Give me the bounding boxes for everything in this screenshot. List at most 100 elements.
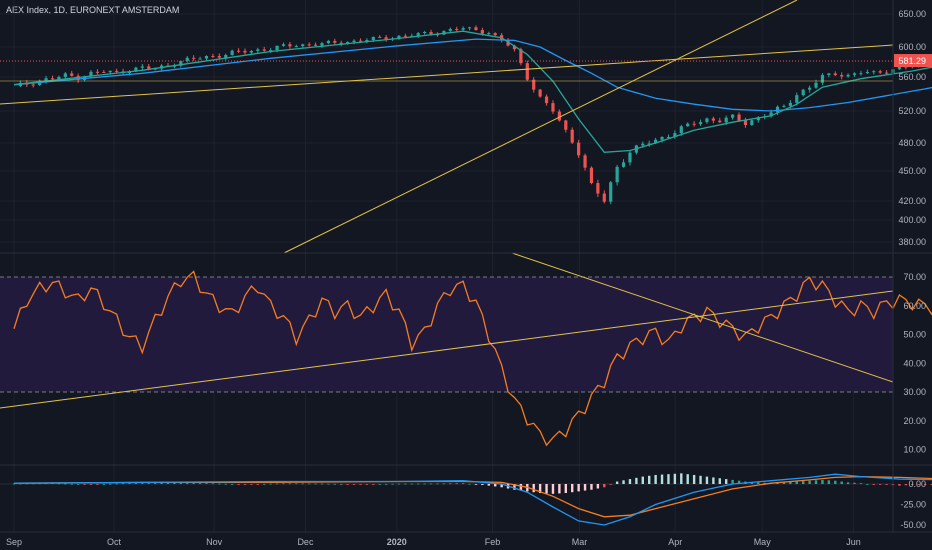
x-tick-label: 2020: [387, 537, 407, 547]
candle: [897, 66, 902, 70]
candle: [583, 155, 587, 168]
candle: [211, 55, 215, 57]
macd-histogram-bar: [834, 480, 837, 484]
x-tick-label: Jun: [846, 537, 861, 547]
macd-histogram-bar: [513, 484, 516, 490]
candle: [198, 58, 202, 60]
macd-histogram-bar: [275, 483, 279, 485]
candle: [185, 57, 189, 62]
candle: [89, 71, 93, 77]
macd-histogram-bar: [673, 473, 677, 484]
candle: [269, 50, 273, 52]
candle: [493, 33, 497, 36]
macd-histogram-bar: [699, 475, 702, 484]
macd-histogram-bar: [846, 482, 850, 484]
macd-histogram-bar: [198, 483, 202, 484]
price-tick-label: 600.00: [898, 42, 926, 52]
macd-histogram-bar: [859, 483, 863, 484]
candle: [525, 63, 529, 80]
macd-histogram-bar: [538, 484, 542, 494]
candle: [628, 152, 632, 163]
macd-histogram-bar: [583, 484, 587, 491]
rsi-line: [13, 270, 932, 447]
grid: [0, 0, 893, 532]
macd-histogram-bar: [551, 484, 555, 494]
macd-histogram-bar: [590, 484, 593, 490]
candle: [808, 87, 812, 90]
macd-line: [13, 473, 932, 526]
macd-histogram-bar: [821, 479, 824, 484]
macd-histogram-bar: [186, 483, 189, 484]
candle: [467, 27, 472, 29]
candle: [461, 28, 465, 30]
candle: [301, 44, 305, 47]
candle: [820, 75, 825, 83]
macd-histogram-bar: [128, 483, 131, 484]
rsi-panel: [0, 252, 932, 447]
price-panel: [0, 0, 932, 254]
candle: [564, 120, 568, 130]
candle: [153, 68, 157, 70]
candle: [378, 36, 382, 38]
candle: [551, 103, 555, 112]
macd-histogram-bar: [782, 482, 786, 484]
macd-histogram-bar: [205, 483, 208, 484]
macd-histogram-bar: [494, 484, 497, 487]
macd-histogram-bar: [327, 483, 330, 485]
macd-histogram-bar: [436, 483, 439, 485]
candle: [57, 76, 61, 80]
macd-histogram-bar: [83, 484, 86, 485]
candle: [673, 133, 677, 137]
macd-histogram-bar: [423, 483, 426, 485]
macd-histogram-bar: [121, 483, 125, 485]
macd-histogram-bar: [680, 473, 683, 484]
candle: [204, 55, 209, 59]
macd-histogram-bar: [718, 478, 721, 484]
macd-histogram-bar: [898, 484, 901, 486]
macd-histogram-bar: [89, 484, 93, 485]
x-tick-label: Sep: [6, 537, 22, 547]
candle: [840, 75, 844, 77]
macd-histogram-bar: [622, 480, 625, 484]
macd-tick-label: -50.00: [900, 520, 926, 530]
rsi-tick-label: 40.00: [903, 358, 926, 368]
rsi-tick-label: 10.00: [903, 445, 926, 455]
macd-histogram-bar: [789, 481, 792, 484]
macd-histogram-bar: [827, 480, 831, 484]
candle: [538, 89, 542, 97]
candle: [692, 123, 696, 125]
candle: [275, 45, 279, 51]
candle: [140, 66, 144, 68]
candle: [654, 139, 658, 144]
macd-histogram-bar: [57, 483, 61, 485]
candle: [589, 167, 594, 184]
macd-histogram-bar: [307, 483, 311, 485]
candle: [512, 45, 517, 50]
macd-histogram-bar: [474, 484, 478, 485]
candle: [532, 79, 536, 90]
macd-histogram-bar: [712, 477, 715, 484]
macd-histogram-bar: [776, 482, 779, 484]
candle: [70, 73, 74, 76]
macd-histogram-bar: [904, 484, 908, 486]
candle: [660, 137, 664, 140]
macd-histogram-bar: [795, 481, 798, 484]
candle: [577, 142, 581, 156]
macd-histogram-bar: [250, 484, 253, 485]
macd-histogram-bar: [109, 483, 112, 485]
candle: [885, 72, 889, 74]
candle: [236, 50, 241, 52]
candle: [718, 120, 722, 123]
candle: [827, 73, 831, 76]
macd-histogram-bar: [224, 483, 227, 485]
macd-histogram-bar: [372, 484, 375, 485]
candle: [44, 78, 48, 81]
macd-histogram-bar: [211, 483, 215, 485]
candle: [666, 136, 671, 138]
macd-histogram-bar: [481, 484, 484, 486]
candle: [788, 102, 792, 106]
macd-histogram-bar: [442, 483, 446, 485]
macd-tick-label: -25.00: [900, 500, 926, 510]
macd-histogram-bar: [410, 483, 414, 485]
